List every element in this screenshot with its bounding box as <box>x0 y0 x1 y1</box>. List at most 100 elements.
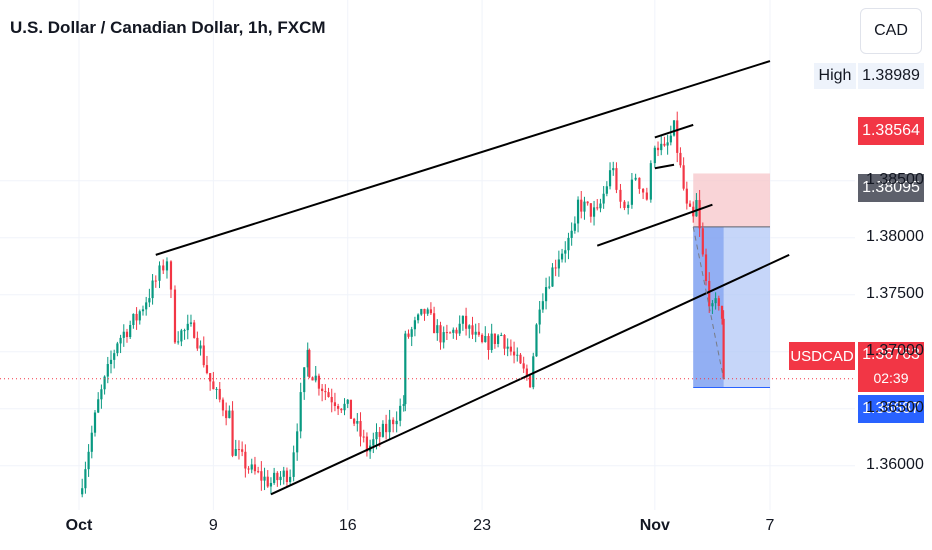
candle-body <box>202 345 205 366</box>
candle-body <box>247 468 250 470</box>
candle-body <box>484 335 487 343</box>
candle-body <box>490 333 493 350</box>
trendline <box>155 60 771 256</box>
candle-body <box>512 351 516 356</box>
candle-body <box>106 364 109 377</box>
candle-body <box>627 204 630 208</box>
candle-body <box>362 436 365 438</box>
stop-loss-zone <box>693 173 770 227</box>
candle-body <box>385 423 388 433</box>
bar-countdown: 02:39 <box>873 370 909 386</box>
current-price-value: 1.36763 <box>862 346 920 363</box>
candle-body <box>436 325 439 334</box>
x-tick-label: 16 <box>338 517 357 534</box>
candle-body <box>93 412 97 433</box>
candle-body <box>698 200 701 229</box>
candle-body <box>583 201 586 212</box>
candle-body <box>205 365 209 374</box>
candle-body <box>596 207 599 209</box>
candle-body <box>423 308 426 314</box>
candle-body <box>548 286 551 288</box>
trendline <box>596 203 713 247</box>
candle-body <box>619 189 622 202</box>
candle-body <box>477 331 480 335</box>
candle-body <box>623 201 626 208</box>
candle-body <box>87 451 90 470</box>
candle-body <box>218 388 221 400</box>
candle-body <box>186 323 189 331</box>
candle-body <box>506 346 509 349</box>
y-tick-label: 1.36000 <box>866 455 924 473</box>
candle-body <box>413 320 417 330</box>
candle-body <box>682 165 685 189</box>
candle-body <box>442 332 445 343</box>
candle-body <box>260 471 263 481</box>
candle-body <box>317 375 321 389</box>
currency-button[interactable]: CAD <box>860 8 922 54</box>
candle-body <box>701 228 704 255</box>
candle-body <box>417 314 420 321</box>
candle-body <box>209 373 212 382</box>
candle-body <box>388 419 391 433</box>
candle-body <box>399 405 402 421</box>
candle-body <box>717 298 720 306</box>
candle-body <box>340 408 343 411</box>
candle-body <box>509 346 512 352</box>
candle-body <box>645 192 648 200</box>
target-price-badge: 1.36687 <box>858 395 924 423</box>
candle-body <box>145 302 148 310</box>
candle-body <box>199 345 202 349</box>
candle-body <box>273 472 276 483</box>
candle-body <box>359 421 362 437</box>
candle-body <box>306 349 309 368</box>
candle-body <box>599 203 602 209</box>
candle-body <box>122 331 125 338</box>
candle-body <box>119 337 122 344</box>
candle-body <box>279 476 282 481</box>
candle-body <box>448 332 452 334</box>
high-value: 1.38989 <box>858 63 924 89</box>
candle-body <box>560 253 564 260</box>
candle-body <box>420 308 423 315</box>
candle-body <box>402 404 405 406</box>
candle-body <box>308 349 311 378</box>
candle-body <box>392 419 395 425</box>
candle-body <box>189 322 193 324</box>
trendlines[interactable] <box>155 60 790 496</box>
candle-body <box>250 464 253 470</box>
candle-body <box>141 309 145 312</box>
candle-body <box>487 335 490 350</box>
candle-body <box>458 323 461 334</box>
candle-body <box>356 421 359 424</box>
candle-body <box>282 470 285 477</box>
candle-body <box>337 406 340 409</box>
y-tick-label: 1.38000 <box>866 227 924 245</box>
candle-body <box>100 389 103 400</box>
candle-body <box>452 329 455 333</box>
candle-body <box>151 280 154 299</box>
candle-body <box>714 298 717 304</box>
candle-body <box>429 309 432 314</box>
candle-body <box>720 305 724 319</box>
position-progress-line <box>692 226 725 379</box>
candle-body <box>432 313 436 334</box>
price-overlay <box>0 226 855 380</box>
candle-body <box>464 315 468 329</box>
candle-body <box>234 449 237 456</box>
candle-body <box>589 203 592 217</box>
candle-body <box>630 179 634 205</box>
candle-body <box>135 313 138 321</box>
candle-body <box>158 265 161 281</box>
candle-body <box>410 329 413 337</box>
candle-body <box>154 280 157 282</box>
candle-body <box>343 403 346 411</box>
candle-body <box>196 337 199 349</box>
candle-body <box>573 223 576 231</box>
candle-body <box>711 303 714 307</box>
candle-body <box>375 431 378 440</box>
candle-body <box>109 359 113 365</box>
candle-body <box>237 449 241 451</box>
candle-body <box>266 476 269 487</box>
candle-body <box>138 311 141 321</box>
